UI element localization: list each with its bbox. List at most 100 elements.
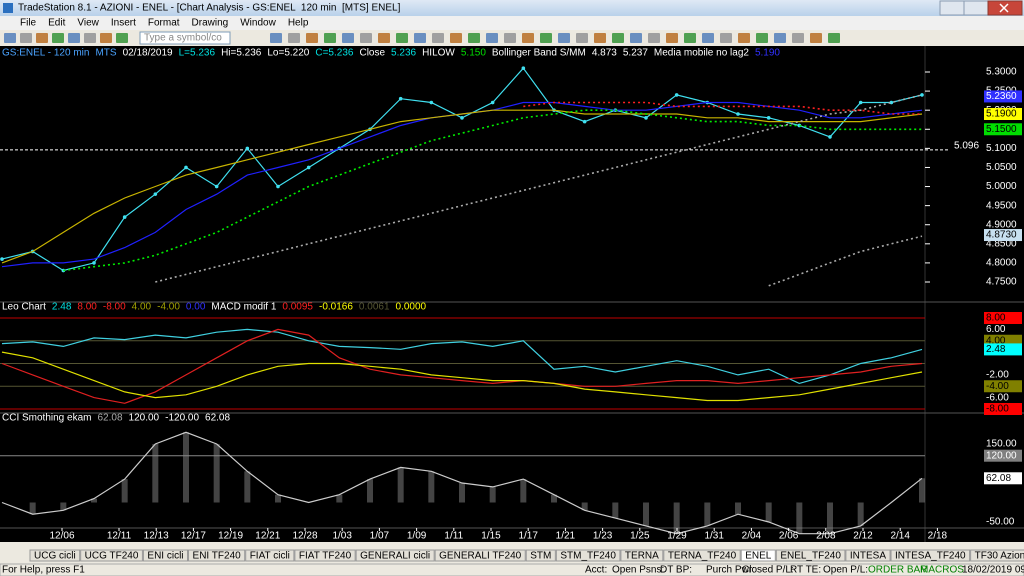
toolbar-button[interactable] bbox=[396, 33, 408, 43]
sheet-tab[interactable] bbox=[188, 549, 246, 562]
date-label: 1/11 bbox=[444, 531, 463, 542]
axis-label-box bbox=[984, 229, 1022, 242]
toolbar-button[interactable] bbox=[612, 33, 624, 43]
price-dot bbox=[306, 165, 311, 170]
sheet-tab[interactable] bbox=[434, 549, 526, 562]
toolbar-button[interactable] bbox=[4, 33, 16, 43]
indicator-label: CCI Smothing ekam bbox=[2, 413, 91, 424]
toolbar-button[interactable] bbox=[360, 33, 372, 43]
series-line bbox=[63, 109, 922, 272]
price-dot bbox=[92, 261, 96, 265]
sheet-tab[interactable] bbox=[245, 549, 295, 562]
sheet-tab[interactable] bbox=[355, 549, 435, 562]
toolbar-button[interactable] bbox=[522, 33, 534, 43]
sheet-tab[interactable] bbox=[663, 549, 741, 562]
indicator-label: 4.00 bbox=[132, 302, 152, 313]
toolbar-button[interactable] bbox=[504, 33, 516, 43]
toolbar-button[interactable] bbox=[684, 33, 696, 43]
toolbar-button[interactable] bbox=[432, 33, 444, 43]
indicator-label: Lo=5.220 bbox=[267, 48, 309, 59]
axis-label: 2.48 bbox=[986, 344, 1006, 355]
sheet-tab[interactable] bbox=[845, 549, 891, 562]
date-label: 1/17 bbox=[518, 531, 538, 542]
toolbar-button[interactable] bbox=[288, 33, 300, 43]
menu-item[interactable]: File bbox=[20, 18, 37, 29]
sheet-tab[interactable] bbox=[555, 549, 621, 562]
toolbar-button[interactable] bbox=[792, 33, 804, 43]
menu-item[interactable]: Edit bbox=[48, 18, 65, 29]
toolbar-button[interactable] bbox=[558, 33, 570, 43]
toolbar-button[interactable] bbox=[594, 33, 606, 43]
axis-label: 4.9500 bbox=[986, 200, 1017, 211]
toolbar-button[interactable] bbox=[666, 33, 678, 43]
menu-item[interactable]: Insert bbox=[111, 18, 136, 29]
toolbar-button[interactable] bbox=[52, 33, 64, 43]
price-dot bbox=[276, 184, 280, 189]
toolbar-button[interactable] bbox=[810, 33, 822, 43]
symbol-placeholder: Type a symbol/co bbox=[144, 33, 222, 44]
sheet-tab[interactable] bbox=[890, 549, 971, 562]
toolbar-button[interactable] bbox=[100, 33, 112, 43]
menu-item[interactable]: Help bbox=[288, 18, 309, 29]
toolbar-button[interactable] bbox=[630, 33, 642, 43]
toolbar-button[interactable] bbox=[342, 33, 354, 43]
indicator-label: 5.190 bbox=[755, 48, 780, 59]
series-line bbox=[1, 351, 923, 402]
toolbar-button[interactable] bbox=[378, 33, 390, 43]
menu-item[interactable]: Drawing bbox=[192, 18, 229, 29]
price-dot bbox=[429, 100, 434, 105]
sheet-tab[interactable] bbox=[142, 549, 189, 562]
toolbar-button[interactable] bbox=[20, 33, 32, 43]
toolbar-button[interactable] bbox=[306, 33, 318, 43]
axis-label: -8.00 bbox=[986, 404, 1009, 415]
toolbar-button[interactable] bbox=[414, 33, 426, 43]
toolbar-button[interactable] bbox=[756, 33, 768, 43]
series-line bbox=[1, 109, 923, 264]
toolbar-button[interactable] bbox=[486, 33, 498, 43]
indicator-label: 5.237 bbox=[623, 48, 648, 59]
toolbar-button[interactable] bbox=[116, 33, 128, 43]
axis-label: 150.00 bbox=[986, 439, 1017, 450]
toolbar-button[interactable] bbox=[720, 33, 732, 43]
indicator-label: 0.0061 bbox=[359, 302, 390, 313]
sheet-tab[interactable] bbox=[620, 549, 664, 562]
sheet-tab-label: UCG TF240 bbox=[85, 551, 139, 562]
minimize-button[interactable] bbox=[939, 0, 965, 16]
toolbar-button[interactable] bbox=[576, 33, 588, 43]
status-text: 18/02/2019 09:48 bbox=[962, 565, 1024, 576]
sheet-tab[interactable] bbox=[294, 549, 356, 562]
toolbar-button[interactable] bbox=[828, 33, 840, 43]
sheet-tab[interactable] bbox=[80, 549, 143, 562]
toolbar-button[interactable] bbox=[540, 33, 552, 43]
toolbar-button[interactable] bbox=[774, 33, 786, 43]
axis-label: 4.8500 bbox=[986, 238, 1017, 249]
toolbar-button[interactable] bbox=[648, 33, 660, 43]
indicator-label: Media mobile no lag2 bbox=[654, 48, 749, 59]
series-line bbox=[1, 328, 923, 404]
status-text: Purch Pwr: bbox=[706, 565, 755, 576]
date-label: 12/13 bbox=[144, 531, 169, 542]
toolbar-button[interactable] bbox=[324, 33, 336, 43]
toolbar-button[interactable] bbox=[36, 33, 48, 43]
menu-item[interactable]: View bbox=[77, 18, 99, 29]
maximize-button[interactable] bbox=[963, 0, 989, 16]
sheet-tab[interactable] bbox=[740, 549, 776, 562]
toolbar-button[interactable] bbox=[738, 33, 750, 43]
toolbar-button[interactable] bbox=[450, 33, 462, 43]
symbol-input[interactable] bbox=[139, 31, 231, 45]
toolbar-button[interactable] bbox=[468, 33, 480, 43]
toolbar-button[interactable] bbox=[68, 33, 80, 43]
menu-item[interactable]: Window bbox=[240, 18, 276, 29]
toolbar-button[interactable] bbox=[702, 33, 714, 43]
toolbar-button[interactable] bbox=[84, 33, 96, 43]
price-dot bbox=[490, 100, 495, 105]
menu-item[interactable]: Format bbox=[148, 18, 180, 29]
sheet-tab[interactable] bbox=[525, 549, 556, 562]
indicator-label: HILOW bbox=[422, 48, 455, 59]
sheet-tab[interactable] bbox=[775, 549, 846, 562]
toolbar-button[interactable] bbox=[270, 33, 282, 43]
sheet-tab[interactable] bbox=[29, 549, 81, 562]
sheet-tab[interactable] bbox=[970, 549, 1024, 562]
sheet-tab-label: INTESA bbox=[850, 551, 886, 562]
